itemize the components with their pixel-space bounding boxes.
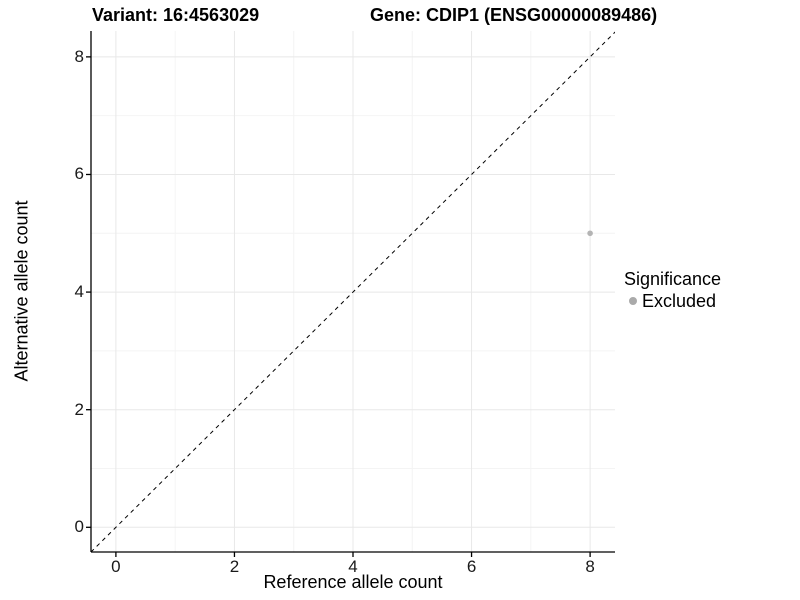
- x-tick-label: 4: [348, 557, 358, 576]
- x-axis-title: Reference allele count: [263, 572, 443, 592]
- y-tick-label: 8: [74, 46, 84, 66]
- variant-title: Variant: 16:4563029: [92, 5, 260, 25]
- legend-item-excluded: Excluded: [624, 291, 721, 311]
- y-tick-label: 6: [74, 164, 84, 184]
- x-tick-label: 0: [111, 557, 121, 576]
- y-tick-label: 2: [74, 399, 84, 419]
- y-axis-title: Alternative allele count: [11, 200, 32, 382]
- y-tick-label: 4: [74, 282, 84, 302]
- legend-item-label: Excluded: [642, 291, 717, 311]
- x-tick-label: 8: [585, 557, 595, 576]
- legend: Significance Excluded: [624, 269, 721, 311]
- identity-line: [91, 31, 615, 552]
- x-tick-label: 2: [229, 557, 240, 576]
- gene-title: Gene: CDIP1 (ENSG00000089486): [370, 5, 658, 25]
- y-tick-label: 0: [74, 517, 84, 537]
- data-point: [587, 230, 593, 237]
- x-tick-label: 6: [466, 557, 477, 576]
- excluded-point-icon: [629, 297, 637, 305]
- legend-title: Significance: [624, 269, 722, 289]
